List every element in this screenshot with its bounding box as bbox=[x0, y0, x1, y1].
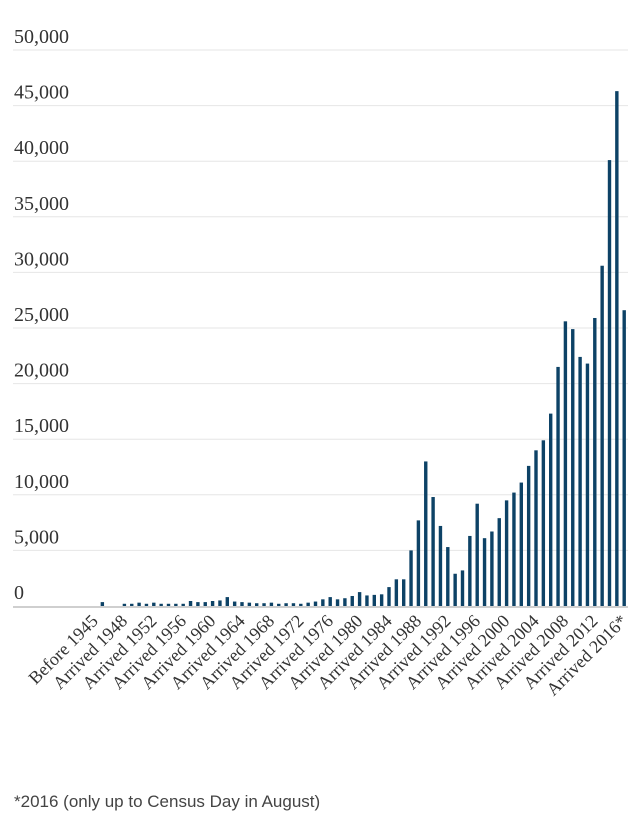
bar bbox=[232, 601, 237, 606]
bar bbox=[100, 602, 105, 606]
bar bbox=[387, 587, 391, 606]
y-tick-label: 50,000 bbox=[14, 26, 69, 48]
bar bbox=[152, 602, 156, 606]
bar bbox=[313, 601, 318, 606]
bar bbox=[203, 602, 207, 606]
bar bbox=[438, 525, 443, 606]
bar bbox=[622, 310, 626, 606]
bar bbox=[453, 573, 457, 606]
bar bbox=[563, 321, 568, 606]
bar bbox=[526, 465, 531, 606]
bar bbox=[556, 366, 560, 606]
bar bbox=[549, 413, 553, 606]
bar bbox=[416, 520, 421, 606]
bar-chart: 0 5,000 10,000 15,000 20,000 25,000 30,000 35,0… bbox=[13, 26, 631, 700]
bar bbox=[269, 602, 274, 606]
bar bbox=[446, 547, 450, 606]
y-tick-label: 20,000 bbox=[14, 360, 69, 382]
footnote: *2016 (only up to Census Day in August) bbox=[14, 792, 321, 811]
bar bbox=[475, 503, 479, 606]
bar bbox=[409, 550, 413, 606]
bar bbox=[218, 600, 222, 606]
bar bbox=[402, 579, 406, 606]
bar bbox=[255, 603, 259, 606]
bar bbox=[277, 603, 281, 606]
y-tick-label: 35,000 bbox=[14, 193, 69, 215]
bar bbox=[357, 592, 362, 606]
bar bbox=[343, 598, 347, 606]
bar bbox=[534, 450, 538, 606]
bar bbox=[174, 603, 178, 606]
gridlines bbox=[13, 49, 628, 551]
bar bbox=[519, 482, 523, 606]
bar bbox=[196, 602, 200, 606]
bar bbox=[122, 603, 127, 606]
bar bbox=[225, 597, 229, 606]
y-tick-label: 30,000 bbox=[14, 248, 69, 270]
bar bbox=[240, 602, 244, 606]
bar bbox=[210, 601, 215, 606]
bar bbox=[365, 595, 369, 606]
bar bbox=[468, 535, 472, 606]
bar bbox=[284, 603, 288, 606]
bar bbox=[593, 317, 597, 606]
bar bbox=[291, 603, 296, 606]
bar bbox=[571, 329, 575, 606]
bar bbox=[541, 440, 546, 606]
y-tick-label: 15,000 bbox=[14, 415, 69, 437]
y-axis-tick-labels: 0 5,000 10,000 15,000 20,000 25,000 30,000 35,0… bbox=[14, 26, 69, 604]
bar bbox=[247, 602, 252, 606]
bar bbox=[431, 497, 435, 606]
bar bbox=[188, 601, 193, 606]
bar bbox=[424, 461, 428, 606]
bar bbox=[372, 594, 376, 606]
bar bbox=[166, 603, 171, 606]
bar bbox=[394, 579, 399, 606]
bar bbox=[607, 160, 612, 606]
bar bbox=[262, 603, 266, 606]
y-tick-label: 45,000 bbox=[14, 82, 69, 104]
bar bbox=[379, 594, 384, 606]
bar bbox=[460, 570, 465, 606]
bar bbox=[512, 492, 516, 606]
bar bbox=[137, 602, 141, 606]
bar bbox=[350, 595, 354, 606]
bar bbox=[299, 603, 303, 606]
bars bbox=[100, 91, 626, 606]
y-tick-label: 10,000 bbox=[14, 471, 69, 493]
bar bbox=[328, 597, 332, 606]
bar bbox=[504, 500, 509, 606]
bar bbox=[615, 91, 619, 606]
bar bbox=[600, 265, 604, 606]
y-tick-label: 40,000 bbox=[14, 137, 69, 159]
bar bbox=[306, 602, 310, 606]
bar bbox=[130, 603, 134, 606]
bar bbox=[585, 363, 590, 606]
bar bbox=[335, 599, 340, 606]
bar bbox=[497, 518, 501, 606]
bar bbox=[321, 599, 325, 606]
bar bbox=[578, 356, 582, 606]
bar bbox=[144, 603, 149, 606]
y-tick-label: 0 bbox=[14, 582, 24, 604]
bar bbox=[482, 538, 487, 606]
bar bbox=[181, 603, 185, 606]
bar bbox=[159, 603, 163, 606]
y-tick-label: 5,000 bbox=[14, 526, 59, 548]
y-tick-label: 25,000 bbox=[14, 304, 69, 326]
bar bbox=[490, 531, 494, 606]
